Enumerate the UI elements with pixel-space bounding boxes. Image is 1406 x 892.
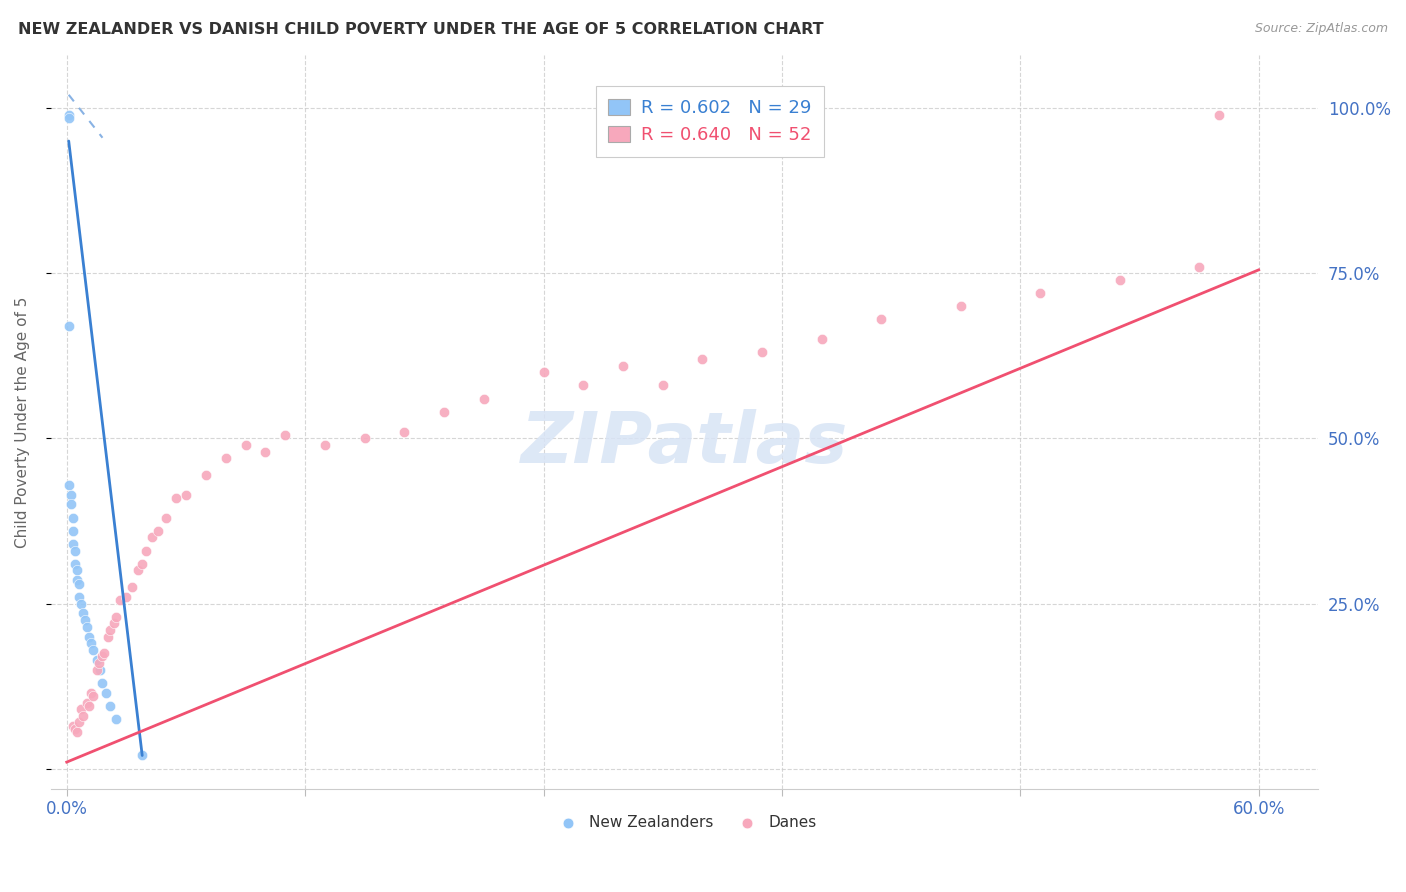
Point [62, 537, 84, 551]
Point [96, 686, 118, 700]
Point [89, 663, 111, 677]
Point [103, 616, 125, 631]
Point [77, 698, 100, 713]
Point [59, 497, 82, 511]
Point [72, 607, 94, 621]
Legend: New Zealanders, Danes: New Zealanders, Danes [547, 809, 823, 836]
Point [105, 609, 128, 624]
Point [131, 557, 153, 571]
Point [69, 597, 91, 611]
Point [91, 675, 114, 690]
Point [870, 312, 893, 326]
Point [751, 345, 773, 359]
Point [91, 649, 114, 664]
Point [433, 405, 456, 419]
Point [274, 428, 297, 442]
Point [110, 593, 132, 607]
Point [63, 557, 86, 571]
Point [810, 332, 832, 346]
Point [141, 531, 163, 545]
Point [1188, 260, 1211, 274]
Point [105, 712, 128, 726]
Point [79, 686, 101, 700]
Point [194, 467, 217, 482]
Point [1208, 107, 1230, 121]
Point [235, 438, 257, 452]
Point [79, 636, 101, 650]
Point [66, 564, 89, 578]
Point [72, 709, 94, 723]
Point [214, 451, 236, 466]
Text: Source: ZipAtlas.com: Source: ZipAtlas.com [1254, 22, 1388, 36]
Point [1108, 273, 1130, 287]
Point [82, 689, 104, 703]
Point [76, 620, 98, 634]
Point [69, 702, 91, 716]
Point [86, 663, 108, 677]
Point [62, 524, 84, 538]
Point [59, 487, 82, 501]
Point [58, 107, 80, 121]
Point [692, 352, 714, 367]
Point [86, 653, 108, 667]
Point [155, 510, 177, 524]
Point [87, 656, 110, 670]
Point [97, 630, 120, 644]
Point [66, 574, 89, 588]
Point [394, 425, 416, 439]
Text: NEW ZEALANDER VS DANISH CHILD POVERTY UNDER THE AGE OF 5 CORRELATION CHART: NEW ZEALANDER VS DANISH CHILD POVERTY UN… [18, 22, 824, 37]
Point [1029, 285, 1052, 300]
Point [131, 748, 153, 763]
Y-axis label: Child Poverty Under the Age of 5: Child Poverty Under the Age of 5 [15, 296, 30, 548]
Point [314, 438, 336, 452]
Point [949, 299, 972, 313]
Point [651, 378, 673, 392]
Point [63, 543, 86, 558]
Point [127, 564, 149, 578]
Point [58, 477, 80, 491]
Point [612, 359, 634, 373]
Point [533, 365, 555, 379]
Point [73, 613, 96, 627]
Point [67, 576, 90, 591]
Point [254, 444, 277, 458]
Point [121, 580, 143, 594]
Point [174, 487, 197, 501]
Point [63, 722, 86, 736]
Point [115, 590, 138, 604]
Point [93, 646, 115, 660]
Point [77, 630, 100, 644]
Point [82, 642, 104, 657]
Point [472, 392, 495, 406]
Text: ZIPatlas: ZIPatlas [520, 409, 848, 478]
Point [58, 111, 80, 125]
Point [66, 725, 89, 739]
Point [135, 543, 157, 558]
Point [67, 590, 90, 604]
Point [62, 719, 84, 733]
Point [58, 319, 80, 334]
Point [165, 491, 187, 505]
Point [572, 378, 595, 392]
Point [100, 698, 122, 713]
Point [62, 510, 84, 524]
Point [67, 715, 90, 730]
Point [146, 524, 169, 538]
Point [100, 623, 122, 637]
Point [76, 696, 98, 710]
Point [353, 431, 375, 445]
